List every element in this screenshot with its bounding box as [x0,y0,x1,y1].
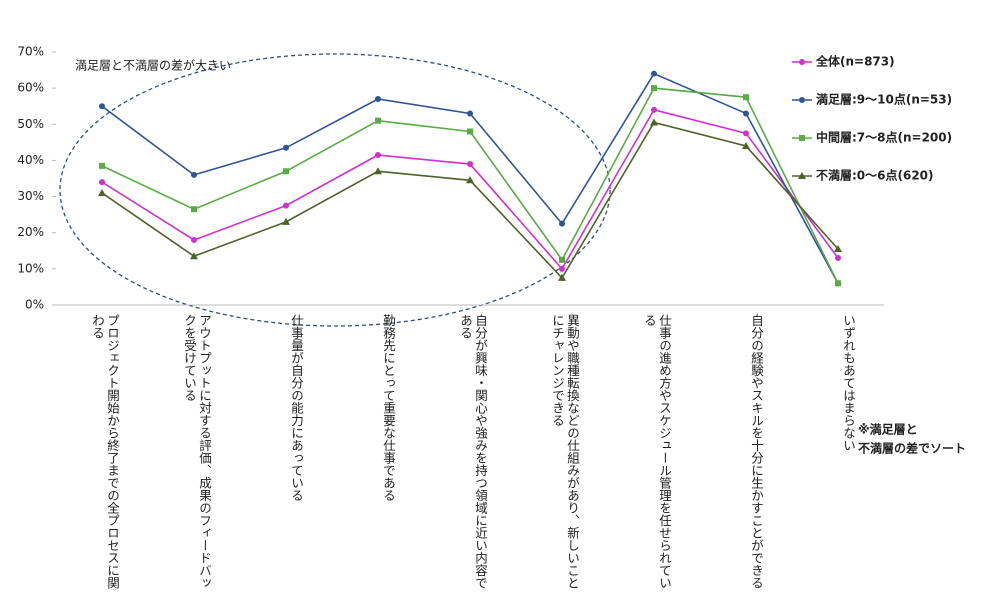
marker [742,141,750,149]
y-tick-label: 30% [17,189,44,203]
x-tick-label: 仕事量が自分の能力にあっている [289,314,304,502]
marker [283,202,289,209]
marker [558,273,566,281]
marker [191,171,197,178]
marker [99,162,105,169]
note: ※満足層と [858,422,918,437]
marker [650,118,658,126]
marker [651,70,657,77]
y-tick-label: 70% [17,45,44,59]
legend-label: 不満層:0〜6点(620) [816,168,934,183]
marker [282,217,290,225]
annotation: 満足層と不満層の差が大きい [75,58,231,73]
marker [799,135,805,141]
marker [375,117,381,124]
x-tick-label: いずれもあてはまらない [841,314,856,452]
marker [283,144,289,151]
marker [743,110,749,117]
y-tick-label: 60% [17,81,44,95]
y-tick-label: 20% [17,225,44,239]
y-tick-label: 50% [17,117,44,131]
legend-label: 満足層:9〜10点(n=53) [816,92,952,107]
y-tick-label: 10% [17,261,44,275]
marker [283,168,289,175]
marker [467,161,473,168]
marker [467,110,473,117]
x-tick-label: 仕事の進め方やスケジュール管理を任せられている [642,314,672,589]
highlight-ellipse [59,53,611,327]
x-tick-label: 自分の経験やスキルを十分に生かすことができる [749,314,764,589]
x-tick-label: 勤務先にとって重要な仕事である [381,314,396,502]
x-tick-label: 異動や職種転換などの仕組みがあり、新しいことにチャレンジできる [550,314,580,589]
marker [559,220,565,227]
marker [99,179,105,186]
marker [98,188,106,196]
marker [190,252,198,260]
marker [467,128,473,135]
series-line [101,87,839,284]
note: 不満層の差でソート [858,441,966,456]
marker [835,280,841,287]
legend-label: 中間層:7〜8点(n=200) [816,130,952,145]
x-tick-label: 自分が興味・関心や強みを持つ領域に近い内容である [458,314,488,589]
marker [191,206,197,213]
legend-label: 全体(n=873) [815,54,895,69]
marker [374,167,382,175]
marker [191,236,197,243]
marker [466,176,474,184]
marker [375,95,381,102]
series-line [101,121,839,280]
marker [798,172,806,179]
marker [799,97,805,103]
y-tick-label: 40% [17,153,44,167]
marker [743,130,749,137]
x-tick-label: アウトプットに対する評価、成果のフィードバックを受けている [182,314,212,589]
marker [799,59,805,65]
marker [651,106,657,113]
x-tick-label: プロジェクト開始から終了までの全プロセスに関わる [90,314,120,589]
marker [835,255,841,262]
marker [375,152,381,159]
marker [743,94,749,101]
marker [559,265,565,272]
y-tick-label: 0% [25,298,44,312]
marker [834,244,842,252]
marker [99,103,105,110]
marker [559,256,565,263]
marker [651,85,657,92]
